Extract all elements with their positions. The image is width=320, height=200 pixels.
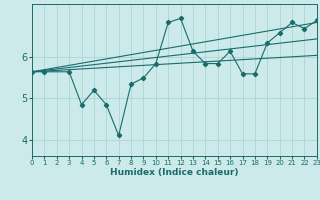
X-axis label: Humidex (Indice chaleur): Humidex (Indice chaleur) [110,168,239,177]
